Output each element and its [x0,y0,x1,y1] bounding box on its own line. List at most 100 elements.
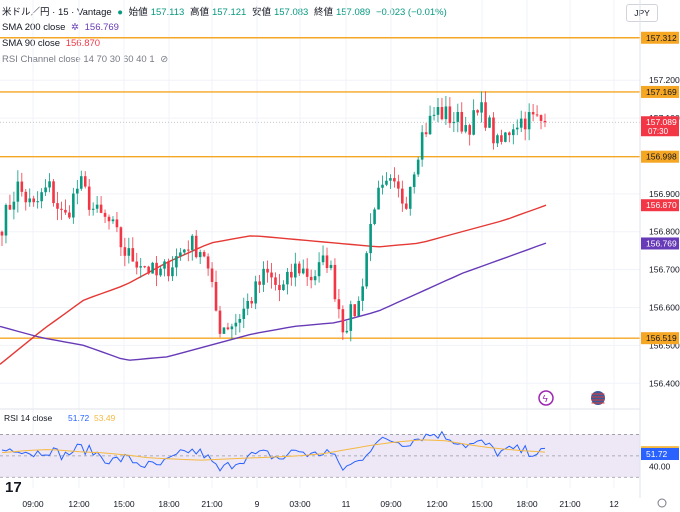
candle-body [214,281,218,311]
candle-body [246,300,250,309]
sma200-settings-icon[interactable]: ✲ [71,22,79,33]
x-tick-label: 12 [609,499,619,509]
candle-body [99,204,103,213]
rsi-line [1,430,546,472]
candle-body [492,117,495,144]
candle-body [60,208,63,210]
candle-body [270,272,273,278]
candle-body [282,284,285,291]
candle-body [408,186,412,209]
candle-body [286,271,289,285]
currency-button[interactable]: JPY [626,4,658,22]
candle-body [56,203,59,209]
candles [0,91,547,342]
candle-body [349,304,353,331]
candle-body [301,268,305,274]
x-tick-label: 15:00 [113,499,135,509]
candle-body [504,132,507,142]
last-price-tag-bg [641,116,679,137]
candle-body [179,252,182,257]
candle-body [107,216,111,222]
low-label: 安値 [251,7,271,18]
chart-header: 米ドル／円 · 15 · Vantage ● 始値 157.113 高値 157.1… [2,4,450,18]
horizontal-levels [0,37,640,339]
candle-body [401,188,404,204]
candle-body [480,102,483,113]
rsi-value: 51.72 [68,413,90,423]
rsi-tag-bg [641,448,679,461]
change-value: −0.023 (−0.01%) [375,7,447,18]
y-tick-label: 156.800 [649,227,680,237]
symbol-title[interactable]: 米ドル／円 · 15 · Vantage [2,7,112,18]
candle-body [40,192,43,202]
y-tick-label: 156.700 [649,265,680,275]
x-tick-label: 03:00 [289,499,311,509]
candle-body [12,201,16,210]
candle-body [171,267,174,277]
settings-gear-icon [657,498,667,508]
eye-hidden-icon[interactable]: ⊘ [160,54,169,65]
candle-body [175,256,178,268]
candle-body [424,132,428,135]
rsi-lines [1,430,546,472]
y-tick-label: 157.200 [649,75,680,85]
x-tick-label: 09:00 [380,499,402,509]
candle-body [476,110,479,113]
rsi-tag: 51.72 [646,449,668,459]
level-tag-bg [641,150,679,163]
candle-body [139,266,143,268]
sma90-legend[interactable]: SMA 90 close 156.870 [2,38,103,49]
candle-body [0,231,4,236]
candle-body [111,219,115,222]
candle-body [52,181,55,204]
tv-logo-icon: 17 [5,479,22,496]
candle-body [79,176,83,189]
candle-body [143,266,146,268]
candle-body [202,252,206,257]
candle-body [95,204,99,209]
candle-body [385,180,388,185]
candle-body [226,327,230,330]
level-tag-bg [641,332,679,345]
candle-body [151,262,154,274]
sma90-tag: 156.870 [646,200,677,210]
x-tick-label: 11 [342,499,351,509]
candle-body [242,308,246,319]
candle-body [36,201,39,203]
candle-body [464,125,468,132]
rsi-channel-legend[interactable]: RSI Channel close 14 70 30 60 40 1 ⊘ [2,54,171,65]
sma200-tag-bg [641,237,679,250]
candle-body [397,181,400,189]
lightning-event-icon [538,390,554,406]
candle-body [527,112,531,130]
candle-body [210,268,214,282]
candle-body [8,204,12,210]
open-value: 157.113 [150,7,185,18]
candle-body [444,106,448,120]
x-tick-label: 15:00 [471,499,493,509]
last-price-tag: 157.089 [646,117,677,127]
candle-body [508,132,511,136]
candle-body [440,107,444,120]
candle-body [68,212,71,218]
x-tick-label: 12:00 [426,499,448,509]
candle-body [365,253,368,287]
candle-body [234,322,238,327]
candle-body [484,102,487,128]
moving-averages [0,204,547,365]
candle-body [361,286,364,301]
candle-body [488,117,491,128]
candle-body [436,107,440,115]
candle-body [238,318,242,323]
candle-body [290,271,293,278]
sma200-legend[interactable]: SMA 200 close ✲ 156.769 [2,22,122,33]
x-tick-label: 09:00 [22,499,44,509]
x-tick-label: 18:00 [158,499,180,509]
candle-body [519,118,523,128]
candle-body [155,262,158,276]
chart-icons: ϟ 17 [5,390,667,508]
level-tag: 157.169 [646,87,677,97]
candle-body [135,261,139,268]
candle-body [531,112,535,115]
